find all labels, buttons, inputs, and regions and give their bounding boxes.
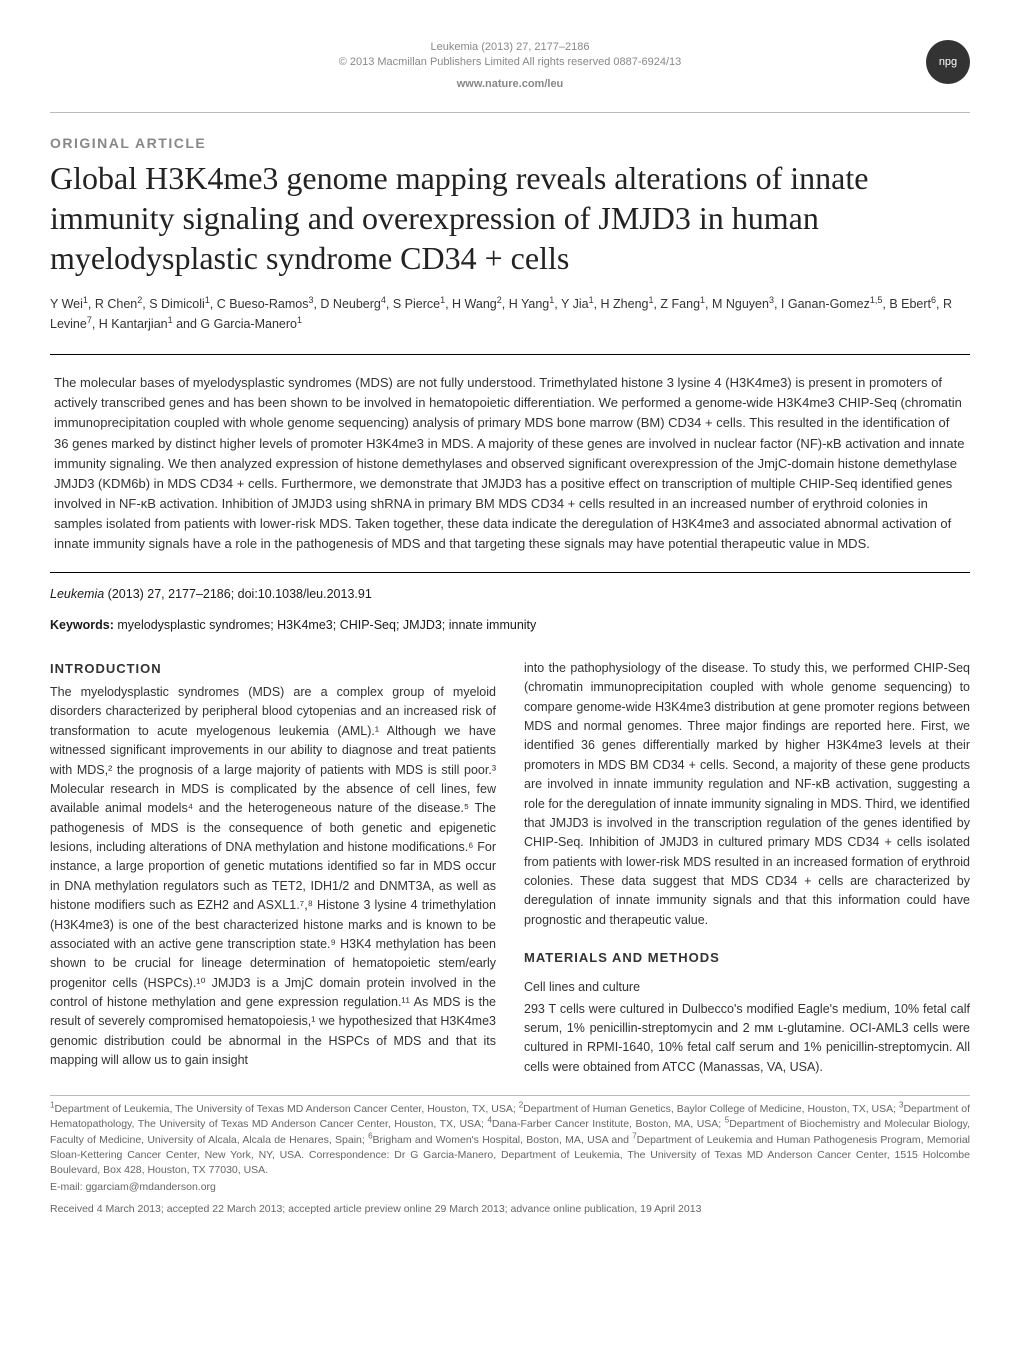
article-title: Global H3K4me3 genome mapping reveals al… <box>50 158 970 278</box>
npg-badge-icon: npg <box>926 40 970 84</box>
keywords-text: myelodysplastic syndromes; H3K4me3; CHIP… <box>114 618 536 632</box>
intro-text-right: into the pathophysiology of the disease.… <box>524 659 970 930</box>
left-column: INTRODUCTION The myelodysplastic syndrom… <box>50 659 496 1077</box>
author-list: Y Wei1, R Chen2, S Dimicoli1, C Bueso-Ra… <box>50 294 970 334</box>
correspondence-email: E-mail: ggarciam@mdanderson.org <box>50 1180 970 1196</box>
two-column-body: INTRODUCTION The myelodysplastic syndrom… <box>50 659 970 1077</box>
top-rule <box>50 112 970 113</box>
citation-details: (2013) 27, 2177–2186; doi:10.1038/leu.20… <box>104 587 372 601</box>
methods-text-1: 293 T cells were cultured in Dulbecco's … <box>524 1000 970 1078</box>
keywords: Keywords: myelodysplastic syndromes; H3K… <box>50 616 970 635</box>
abstract: The molecular bases of myelodysplastic s… <box>50 354 970 573</box>
header-bar: Leukemia (2013) 27, 2177–2186 © 2013 Mac… <box>50 40 970 92</box>
affiliations: 1Department of Leukemia, The University … <box>50 1102 970 1178</box>
journal-ref: Leukemia (2013) 27, 2177–2186 <box>50 40 970 55</box>
intro-heading: INTRODUCTION <box>50 659 496 679</box>
citation-journal: Leukemia <box>50 587 104 601</box>
citation: Leukemia (2013) 27, 2177–2186; doi:10.10… <box>50 585 970 604</box>
methods-heading: MATERIALS AND METHODS <box>524 948 970 968</box>
footer-rule <box>50 1095 970 1096</box>
right-column: into the pathophysiology of the disease.… <box>524 659 970 1077</box>
methods-subheading-1: Cell lines and culture <box>524 978 970 997</box>
article-dates: Received 4 March 2013; accepted 22 March… <box>50 1202 970 1218</box>
npg-badge-text: npg <box>939 54 957 71</box>
copyright-line: © 2013 Macmillan Publishers Limited All … <box>50 55 970 70</box>
journal-info: Leukemia (2013) 27, 2177–2186 © 2013 Mac… <box>50 40 970 92</box>
keywords-label: Keywords: <box>50 618 114 632</box>
intro-text-left: The myelodysplastic syndromes (MDS) are … <box>50 683 496 1071</box>
journal-site: www.nature.com/leu <box>50 77 970 92</box>
section-label: ORIGINAL ARTICLE <box>50 133 970 154</box>
